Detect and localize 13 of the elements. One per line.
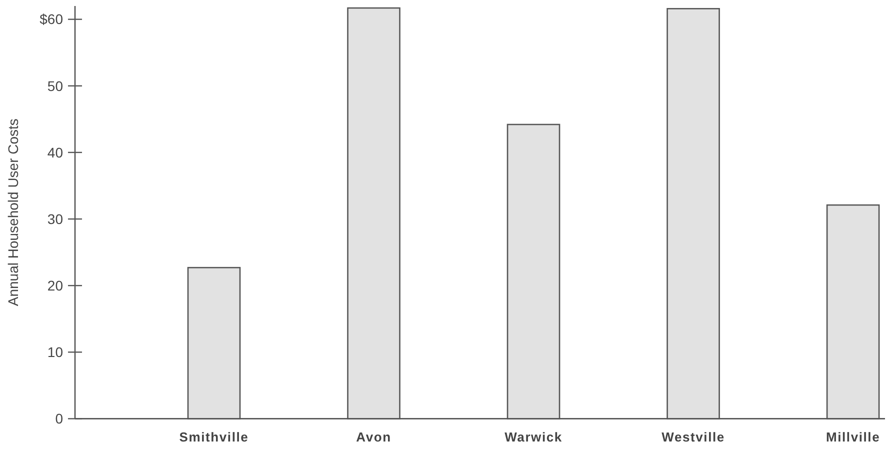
x-tick-label: Westville [662, 430, 725, 445]
y-tick-label: 30 [47, 210, 64, 227]
x-tick-label: Smithville [179, 430, 249, 445]
x-tick-label: Millville [826, 430, 880, 445]
x-tick-label: Avon [356, 430, 392, 445]
y-tick-label: 0 [55, 410, 64, 427]
y-axis-title: Annual Household User Costs [5, 118, 21, 306]
x-tick-label: Warwick [504, 430, 562, 445]
y-tick-label: 10 [47, 344, 64, 360]
y-tick-label: 40 [47, 144, 64, 160]
y-tick-label: 50 [47, 78, 64, 94]
y-tick-label: $60 [40, 11, 64, 28]
y-tick-label: 20 [47, 277, 64, 294]
